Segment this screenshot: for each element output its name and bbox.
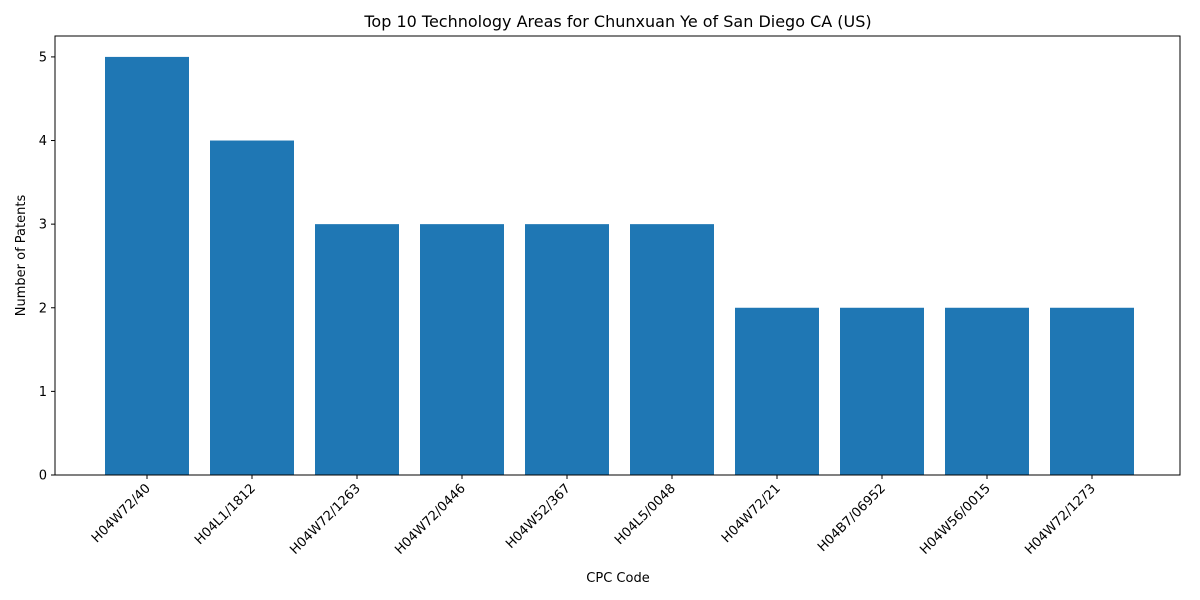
bar [1050,308,1134,475]
y-tick-label: 1 [39,385,47,400]
bars-group [105,57,1134,475]
x-tick-label: H04L1/1812 [192,481,259,548]
y-tick-label: 0 [39,469,47,484]
bar [420,224,504,475]
bar [210,141,294,475]
bar [945,308,1029,475]
x-tick-label: H04W56/0015 [917,481,994,558]
x-tick-label: H04B7/06952 [815,481,889,555]
bar [735,308,819,475]
x-tick-label: H04W72/0446 [392,481,469,558]
x-tick-label: H04L5/0048 [612,481,679,548]
x-tick-label: H04W72/21 [719,481,784,546]
bar [840,308,924,475]
x-axis-label: CPC Code [586,571,649,586]
y-axis-ticks: 0 1 2 3 4 5 [39,50,55,483]
y-tick-label: 5 [39,50,47,65]
x-tick-label: H04W72/1273 [1022,481,1099,558]
y-axis-label: Number of Patents [14,195,29,317]
y-tick-label: 2 [39,301,47,316]
x-tick-label: H04W72/40 [89,481,154,546]
chart-title: Top 10 Technology Areas for Chunxuan Ye … [363,12,871,31]
x-axis-ticks: H04W72/40 H04L1/1812 H04W72/1263 H04W72/044… [89,475,1099,558]
y-tick-label: 3 [39,218,47,233]
bar [315,224,399,475]
x-tick-label: H04W72/1263 [287,481,364,558]
bar [630,224,714,475]
y-tick-label: 4 [39,134,47,149]
bar [105,57,189,475]
bar [525,224,609,475]
x-tick-label: H04W52/367 [503,481,574,552]
